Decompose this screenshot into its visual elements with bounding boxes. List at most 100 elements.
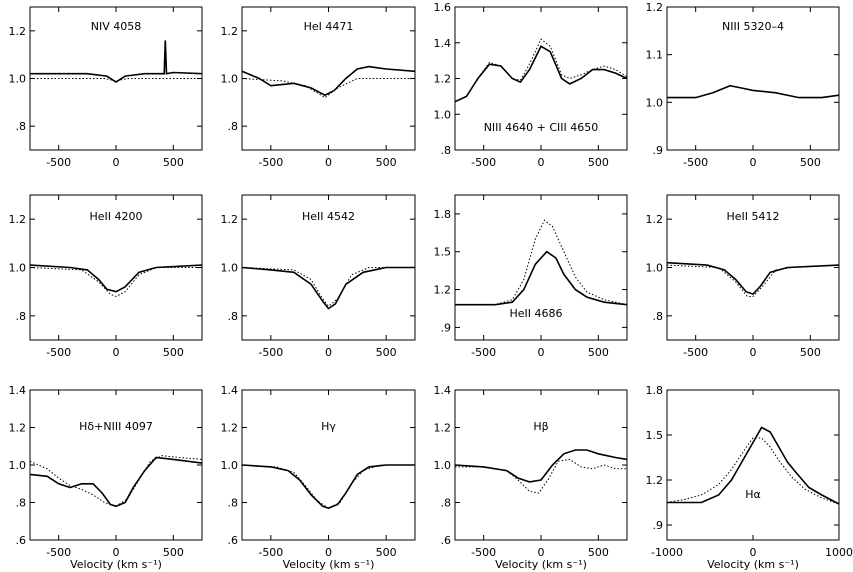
x-tick-label: 500 <box>588 156 609 169</box>
y-tick-label: .8 <box>228 497 239 510</box>
x-tick-label: -500 <box>46 156 71 169</box>
x-axis-label: Velocity (km s⁻¹) <box>70 558 162 571</box>
y-tick-label: 1.0 <box>221 459 239 472</box>
y-tick-label: .6 <box>441 534 452 547</box>
panel-title: NIV 4058 <box>91 20 142 33</box>
y-tick-label: 1.4 <box>221 384 239 397</box>
y-tick-label: 1.2 <box>646 474 664 487</box>
observed-profile-line <box>30 40 203 84</box>
y-tick-label: 1.2 <box>646 213 664 226</box>
model-profile-line <box>29 267 202 298</box>
panel-title: HeII 4200 <box>89 210 142 223</box>
y-tick-label: 1.0 <box>221 73 239 86</box>
x-tick-label: 0 <box>750 156 757 169</box>
y-tick-label: .8 <box>16 120 27 133</box>
y-tick-label: 1.8 <box>646 384 664 397</box>
y-tick-label: 1.2 <box>221 422 239 435</box>
x-tick-label: -500 <box>258 346 283 359</box>
observed-profile-line <box>241 464 415 509</box>
observed-profile-line <box>455 250 628 306</box>
y-tick-label: .8 <box>228 310 239 323</box>
x-tick-label: 0 <box>538 546 545 559</box>
y-tick-label: 1.0 <box>9 262 27 275</box>
y-tick-label: 1.0 <box>434 459 452 472</box>
panel-title: HeII 4542 <box>302 210 355 223</box>
panel-title: Hβ <box>533 420 548 433</box>
y-tick-label: 1.2 <box>221 25 239 38</box>
y-tick-label: .9 <box>653 519 664 532</box>
y-tick-label: 1.2 <box>434 284 452 297</box>
panel-title: NIII 4640 + CIII 4650 <box>484 121 599 134</box>
y-tick-label: 1.2 <box>221 213 239 226</box>
panel-title: Hγ <box>321 420 336 433</box>
panel-title: Hα <box>745 488 761 501</box>
x-tick-label: -500 <box>258 156 283 169</box>
y-tick-label: 1.6 <box>434 1 452 14</box>
y-tick-label: 1.0 <box>9 459 27 472</box>
x-tick-label: -500 <box>258 546 283 559</box>
observed-profile-line <box>454 45 628 103</box>
y-tick-label: 1.4 <box>9 384 27 397</box>
x-tick-label: 0 <box>750 546 757 559</box>
x-tick-label: 0 <box>113 346 120 359</box>
x-axis-label: Velocity (km s⁻¹) <box>707 558 799 571</box>
x-tick-label: 0 <box>750 346 757 359</box>
x-tick-label: -500 <box>471 546 496 559</box>
panel-title: HeII 5412 <box>726 210 779 223</box>
x-tick-label: -500 <box>46 346 71 359</box>
y-tick-label: 1.4 <box>434 37 452 50</box>
x-tick-label: 500 <box>588 346 609 359</box>
y-tick-label: .9 <box>441 321 452 334</box>
panel-title: NIII 5320–4 <box>722 20 784 33</box>
y-tick-label: .8 <box>441 497 452 510</box>
observed-profile-line <box>454 449 628 483</box>
model-profile-line <box>241 267 415 307</box>
x-tick-label: -1000 <box>651 546 683 559</box>
x-tick-label: -500 <box>471 346 496 359</box>
y-tick-label: 1.0 <box>646 96 664 109</box>
model-profile-line <box>455 219 628 306</box>
y-tick-label: 1.8 <box>434 208 452 221</box>
y-tick-label: 1.2 <box>9 25 27 38</box>
y-tick-label: 1.2 <box>434 422 452 435</box>
y-tick-label: 1.5 <box>434 246 452 259</box>
model-profile-line <box>30 78 202 82</box>
observed-profile-line <box>666 261 840 296</box>
panel-title: HeII 4686 <box>509 307 562 320</box>
x-tick-label: -500 <box>46 546 71 559</box>
x-tick-label: -500 <box>683 156 708 169</box>
x-tick-label: -500 <box>683 346 708 359</box>
model-profile-line <box>666 437 840 505</box>
x-tick-label: 500 <box>800 156 821 169</box>
y-tick-label: 1.0 <box>9 73 27 86</box>
x-tick-label: 1000 <box>825 546 853 559</box>
x-tick-label: 0 <box>538 346 545 359</box>
model-profile-line <box>29 455 203 507</box>
observed-profile-line <box>241 65 416 97</box>
panel-frame <box>454 389 628 541</box>
y-tick-label: 1.0 <box>646 262 664 275</box>
x-tick-label: 500 <box>376 156 397 169</box>
y-tick-label: 1.2 <box>646 1 664 14</box>
y-tick-label: 1.1 <box>646 49 664 62</box>
panel-title: HeI 4471 <box>304 20 354 33</box>
y-tick-label: 1.0 <box>434 108 452 121</box>
y-tick-label: 1.2 <box>9 422 27 435</box>
panel-frame <box>666 389 840 541</box>
y-tick-label: .8 <box>653 310 664 323</box>
x-tick-label: 0 <box>325 346 332 359</box>
x-tick-label: 0 <box>113 156 120 169</box>
model-profile-line <box>455 458 627 494</box>
y-tick-label: .8 <box>16 310 27 323</box>
model-profile-line <box>454 38 628 103</box>
y-tick-label: .6 <box>228 534 239 547</box>
y-tick-label: 1.4 <box>434 384 452 397</box>
y-tick-label: .6 <box>16 534 27 547</box>
x-tick-label: 500 <box>163 156 184 169</box>
x-tick-label: 500 <box>800 346 821 359</box>
model-profile-line <box>241 78 415 99</box>
panel-title: Hδ+NIII 4097 <box>79 420 153 433</box>
x-tick-label: -500 <box>471 156 496 169</box>
x-tick-label: 0 <box>113 546 120 559</box>
